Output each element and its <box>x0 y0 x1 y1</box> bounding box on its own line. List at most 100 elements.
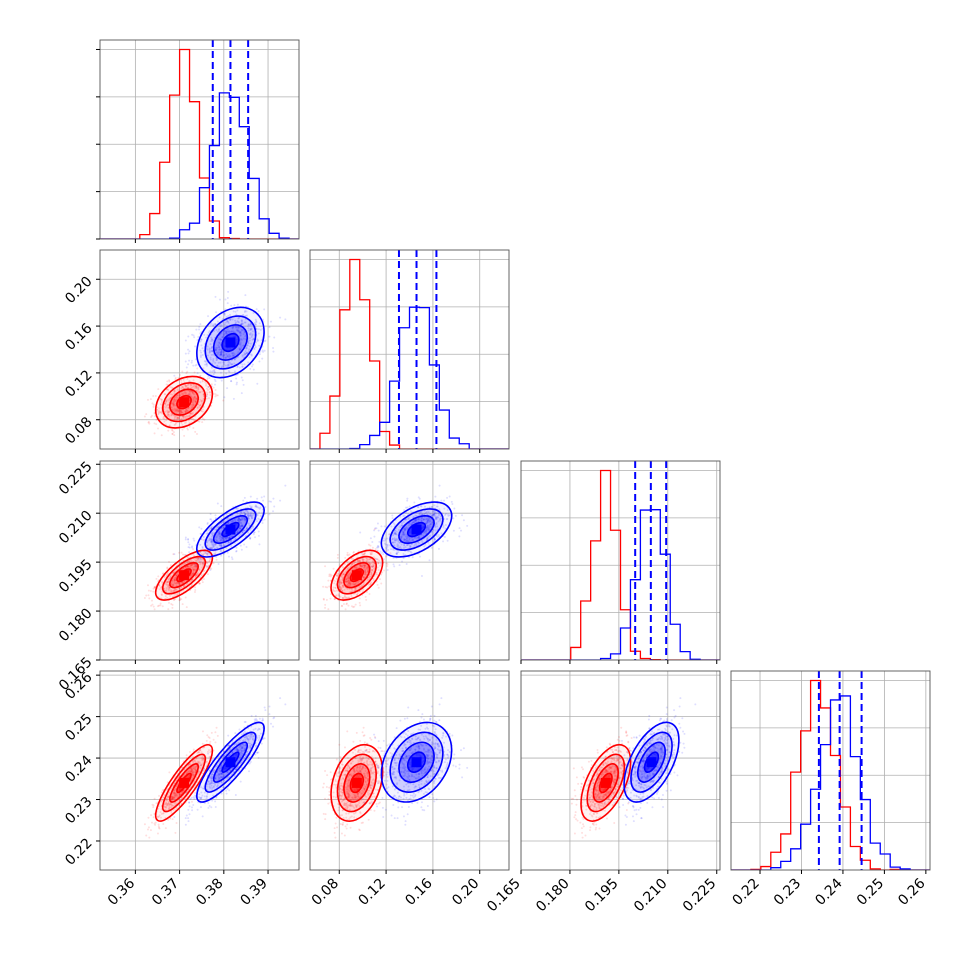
scatter-point <box>340 581 343 584</box>
scatter-point <box>246 511 249 514</box>
scatter-point <box>240 512 243 515</box>
scatter-point <box>226 354 229 357</box>
scatter-point <box>175 409 178 412</box>
scatter-point <box>284 484 287 487</box>
scatter-point <box>378 540 381 543</box>
scatter-point <box>240 319 243 322</box>
scatter-point <box>180 417 183 420</box>
scatter-point <box>205 739 208 742</box>
scatter-point <box>172 571 175 574</box>
scatter-point <box>383 569 386 572</box>
scatter-point <box>147 589 150 592</box>
scatter-point <box>175 409 178 412</box>
scatter-point <box>193 398 196 401</box>
scatter-point <box>240 338 243 341</box>
scatter-point <box>193 539 196 542</box>
scatter-point <box>155 423 158 426</box>
scatter-point <box>194 564 197 567</box>
scatter-point <box>249 333 252 336</box>
scatter-point <box>245 352 248 355</box>
scatter-point <box>208 348 211 351</box>
scatter-point <box>232 325 235 328</box>
scatter-point <box>236 303 239 306</box>
scatter-point <box>218 544 221 547</box>
scatter-point <box>368 592 371 595</box>
scatter-point <box>214 516 217 519</box>
scatter-point <box>196 372 199 375</box>
scatter-point <box>249 537 252 540</box>
scatter-point <box>216 365 219 368</box>
scatter-point <box>203 569 206 572</box>
scatter-point <box>446 539 449 542</box>
scatter-point <box>327 579 330 582</box>
scatter-point <box>172 584 175 587</box>
scatter-point <box>186 386 189 389</box>
scatter-point <box>206 561 209 564</box>
scatter-point <box>214 395 217 398</box>
scatter-point <box>340 604 343 607</box>
scatter-point <box>212 359 215 362</box>
scatter-point <box>174 399 177 402</box>
scatter-point <box>151 402 154 405</box>
scatter-point <box>165 589 168 592</box>
scatter-point <box>158 407 161 410</box>
scatter-point <box>184 410 187 413</box>
scatter-point <box>225 331 228 334</box>
scatter-point <box>214 543 217 546</box>
scatter-point <box>365 598 368 601</box>
scatter-point <box>214 349 217 352</box>
scatter-point <box>187 409 190 412</box>
scatter-point <box>225 331 228 334</box>
scatter-point <box>249 332 252 335</box>
scatter-point <box>204 360 207 363</box>
scatter-point <box>240 524 243 527</box>
scatter-point <box>221 539 224 542</box>
scatter-point <box>239 330 242 333</box>
scatter-point <box>221 365 224 368</box>
scatter-point <box>207 385 210 388</box>
scatter-point <box>210 540 213 543</box>
scatter-point <box>176 409 179 412</box>
scatter-point <box>177 409 180 412</box>
scatter-point <box>234 310 237 313</box>
scatter-point <box>152 394 155 397</box>
scatter-point <box>171 583 174 586</box>
scatter-point <box>249 537 252 540</box>
scatter-point <box>189 564 192 567</box>
scatter-point <box>161 582 164 585</box>
scatter-point <box>200 338 203 341</box>
scatter-point <box>258 360 261 363</box>
scatter-point <box>244 314 247 317</box>
scatter-point <box>206 554 209 557</box>
scatter-point <box>417 496 420 499</box>
scatter-point <box>240 319 243 322</box>
scatter-point <box>193 568 196 571</box>
scatter-point <box>364 595 367 598</box>
scatter-point <box>184 352 187 355</box>
scatter-point <box>237 329 240 332</box>
scatter-point <box>171 606 174 609</box>
scatter-point <box>256 513 259 516</box>
scatter-point <box>175 574 178 577</box>
scatter-point <box>233 304 236 307</box>
scatter-point <box>145 594 148 597</box>
scatter-point <box>230 330 233 333</box>
scatter-point <box>223 312 226 315</box>
scatter-point <box>218 532 221 535</box>
scatter-point <box>256 338 259 341</box>
scatter-point <box>202 394 205 397</box>
scatter-point <box>167 406 170 409</box>
scatter-point <box>205 382 208 385</box>
scatter-point <box>171 589 174 592</box>
scatter-point <box>184 410 187 413</box>
scatter-point <box>173 400 176 403</box>
scatter-point <box>198 582 201 585</box>
scatter-point <box>156 406 159 409</box>
scatter-point <box>177 582 180 585</box>
scatter-point <box>226 320 229 323</box>
scatter-point <box>344 556 347 559</box>
scatter-point <box>168 577 171 580</box>
scatter-point <box>261 511 264 514</box>
scatter-point <box>174 404 177 407</box>
scatter-point <box>208 547 211 550</box>
